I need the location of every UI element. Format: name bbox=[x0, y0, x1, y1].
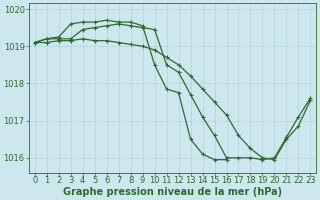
X-axis label: Graphe pression niveau de la mer (hPa): Graphe pression niveau de la mer (hPa) bbox=[63, 187, 282, 197]
